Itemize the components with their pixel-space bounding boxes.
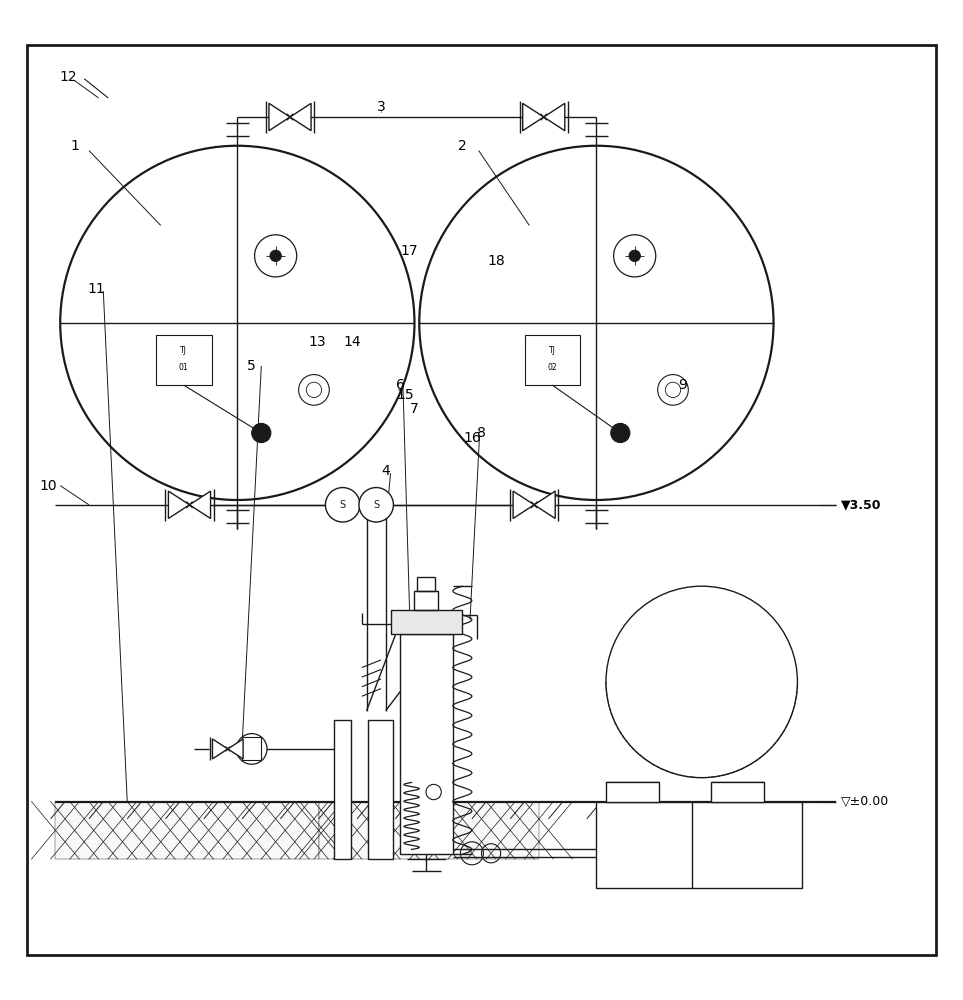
Bar xyxy=(242,737,261,760)
Text: 16: 16 xyxy=(463,431,481,445)
Text: TJ: TJ xyxy=(180,346,187,355)
Polygon shape xyxy=(290,103,311,131)
Bar xyxy=(712,782,764,802)
Text: 8: 8 xyxy=(477,426,486,440)
Polygon shape xyxy=(190,491,211,518)
Text: 5: 5 xyxy=(247,359,256,373)
Polygon shape xyxy=(534,491,556,518)
Text: 9: 9 xyxy=(678,378,687,392)
Bar xyxy=(606,782,659,802)
Bar xyxy=(156,335,212,385)
Bar xyxy=(391,610,462,634)
Bar xyxy=(56,802,319,859)
Text: S: S xyxy=(373,500,379,510)
Circle shape xyxy=(251,423,271,443)
Text: 2: 2 xyxy=(458,139,467,153)
Text: 1: 1 xyxy=(70,139,79,153)
Circle shape xyxy=(325,488,360,522)
Text: 4: 4 xyxy=(381,464,390,478)
Bar xyxy=(400,634,453,854)
Circle shape xyxy=(611,423,630,443)
Bar xyxy=(417,577,434,591)
Bar xyxy=(334,720,351,859)
Text: 10: 10 xyxy=(39,479,58,493)
Text: 13: 13 xyxy=(308,335,325,349)
Polygon shape xyxy=(228,739,243,759)
Circle shape xyxy=(236,734,267,764)
Text: 14: 14 xyxy=(344,335,361,349)
Text: 02: 02 xyxy=(548,363,558,372)
Circle shape xyxy=(359,488,394,522)
Bar xyxy=(596,802,802,888)
Polygon shape xyxy=(544,103,564,131)
Circle shape xyxy=(270,250,281,262)
Text: 6: 6 xyxy=(396,378,404,392)
Text: 12: 12 xyxy=(59,70,77,84)
Text: ▽±0.00: ▽±0.00 xyxy=(841,795,889,808)
Bar xyxy=(368,720,394,859)
Polygon shape xyxy=(169,491,190,518)
Polygon shape xyxy=(213,739,228,759)
Bar xyxy=(414,591,438,610)
Text: 11: 11 xyxy=(88,282,106,296)
Text: 18: 18 xyxy=(487,254,505,268)
Bar xyxy=(525,335,580,385)
Text: 3: 3 xyxy=(377,100,385,114)
Text: 7: 7 xyxy=(410,402,419,416)
Polygon shape xyxy=(523,103,544,131)
Text: TJ: TJ xyxy=(549,346,556,355)
Text: 17: 17 xyxy=(401,244,419,258)
Polygon shape xyxy=(513,491,534,518)
Text: 01: 01 xyxy=(179,363,189,372)
Circle shape xyxy=(629,250,640,262)
Text: 15: 15 xyxy=(396,388,414,402)
Text: ▼3.50: ▼3.50 xyxy=(841,498,881,511)
Polygon shape xyxy=(269,103,290,131)
Text: S: S xyxy=(340,500,346,510)
Bar xyxy=(319,802,539,859)
